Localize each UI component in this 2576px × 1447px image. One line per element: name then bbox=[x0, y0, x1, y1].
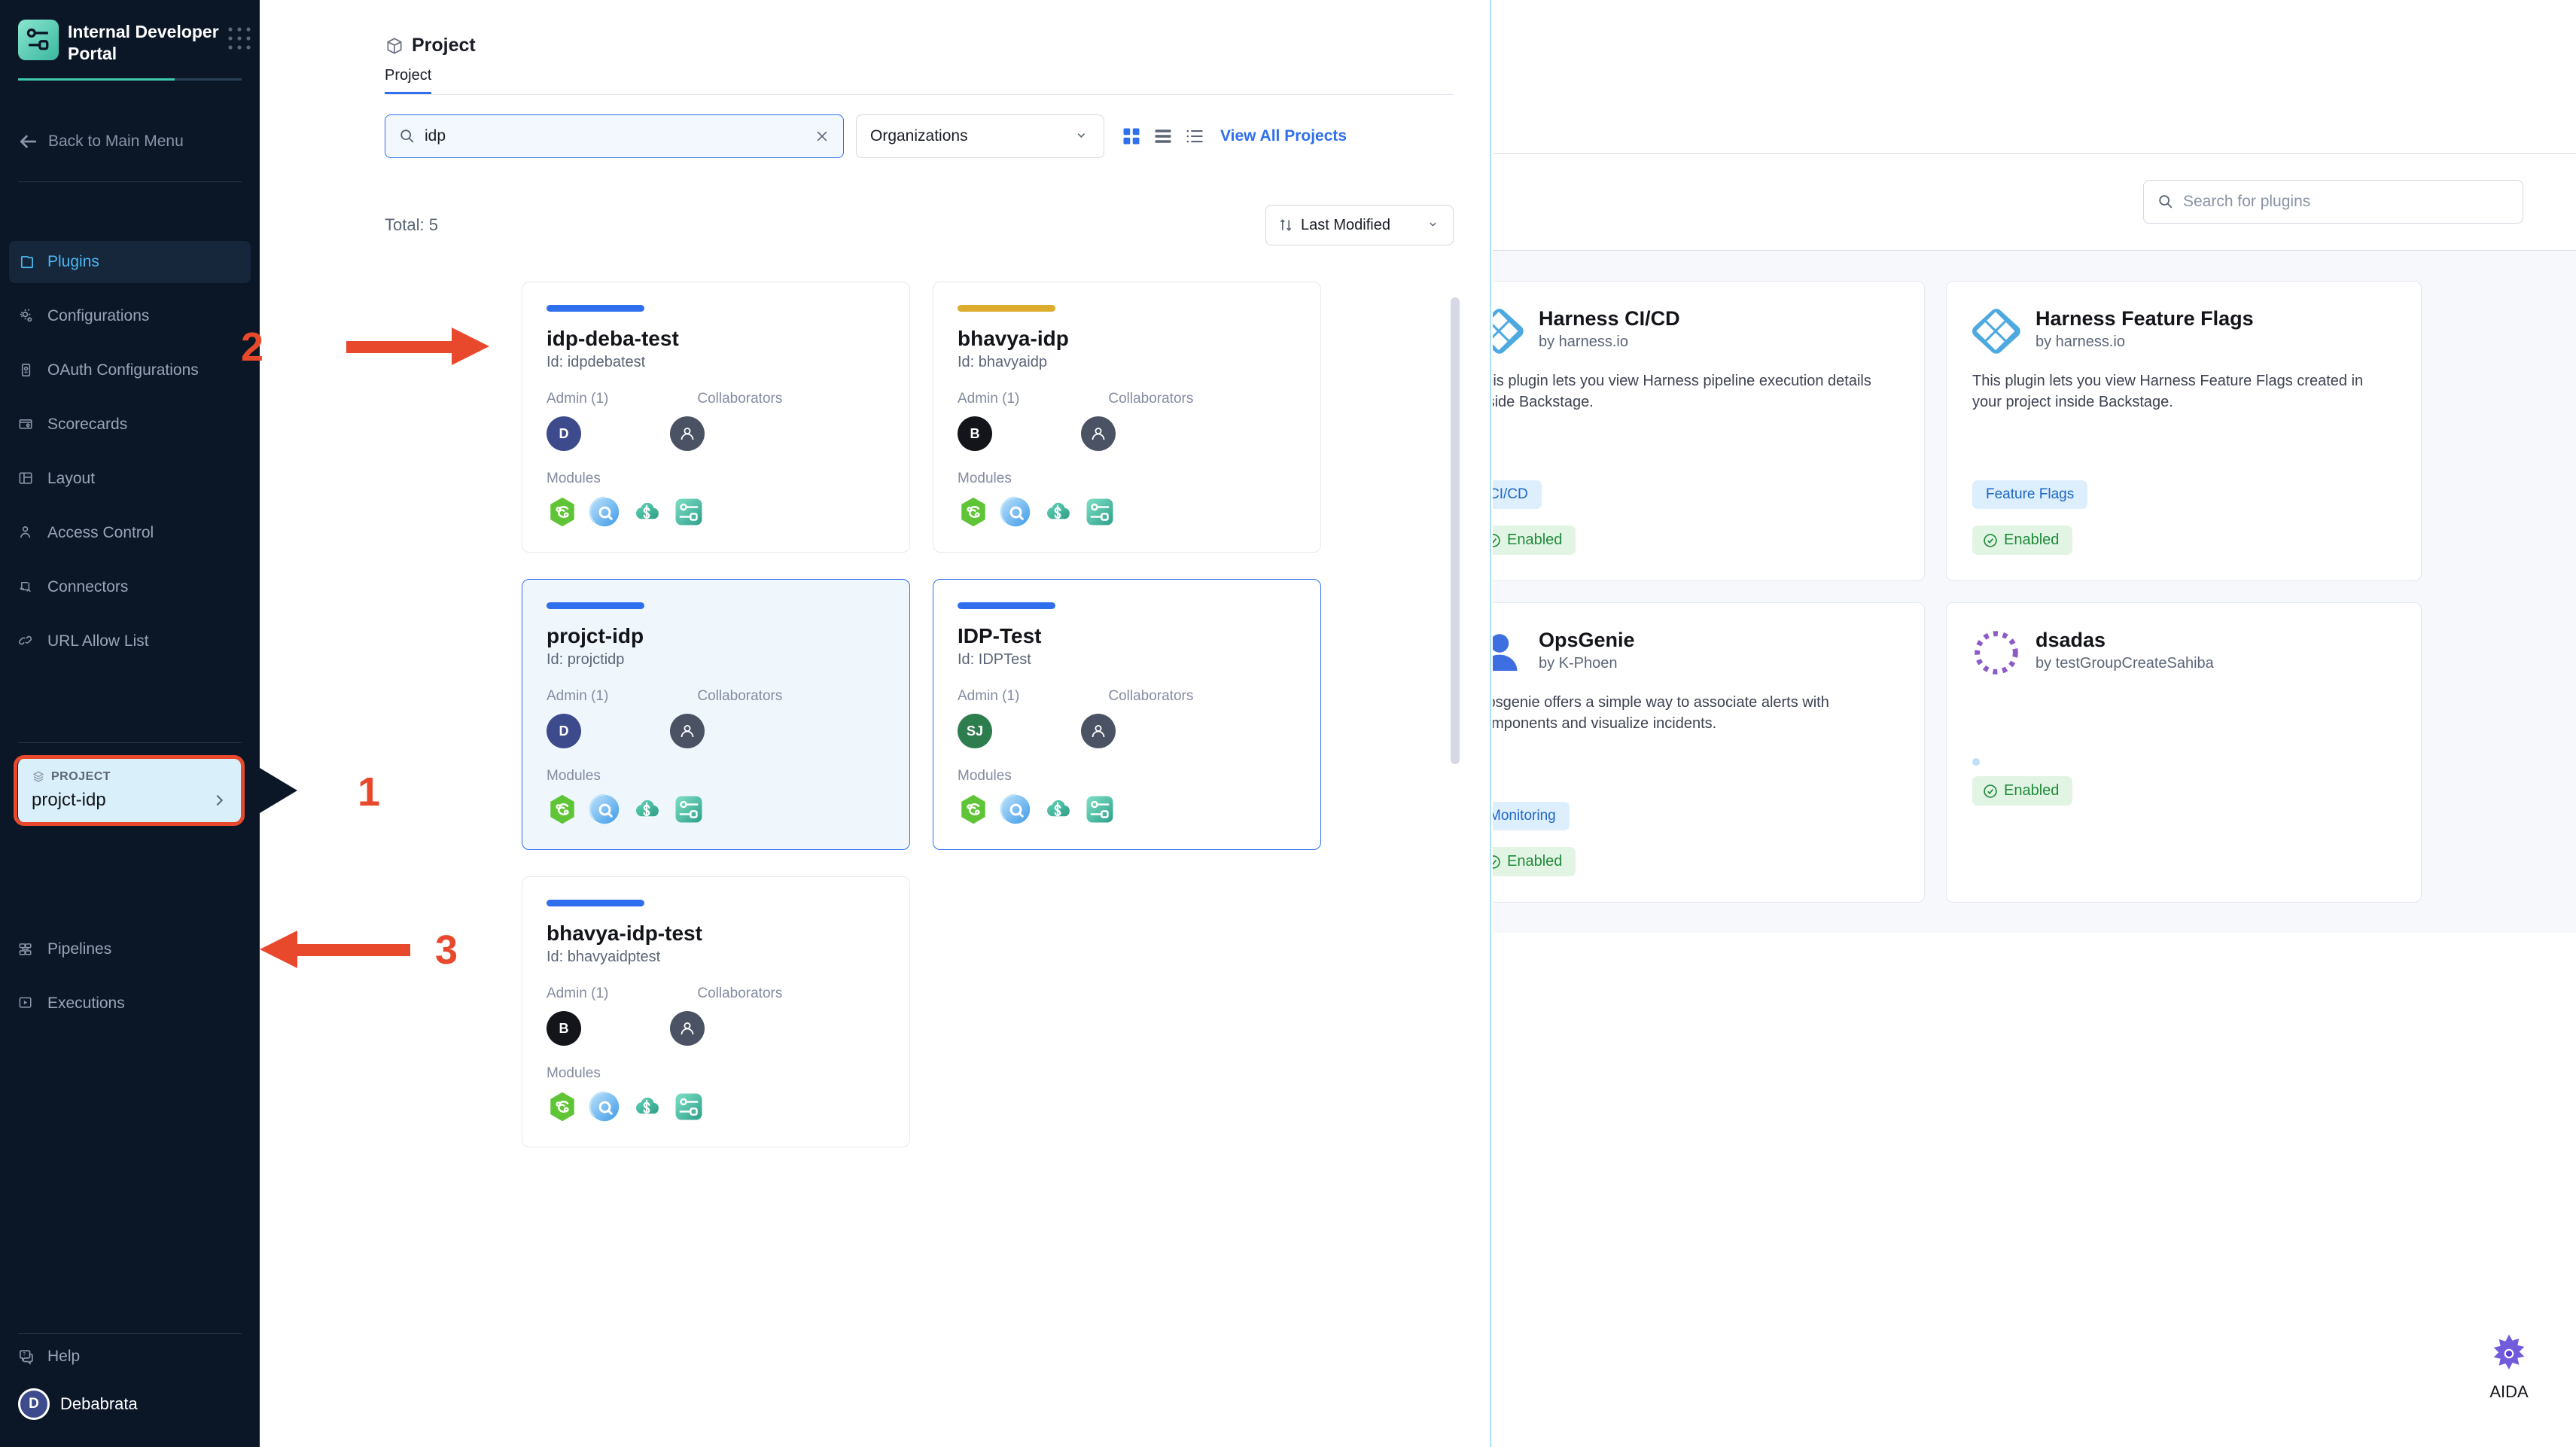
svg-text:?: ? bbox=[23, 1352, 26, 1357]
